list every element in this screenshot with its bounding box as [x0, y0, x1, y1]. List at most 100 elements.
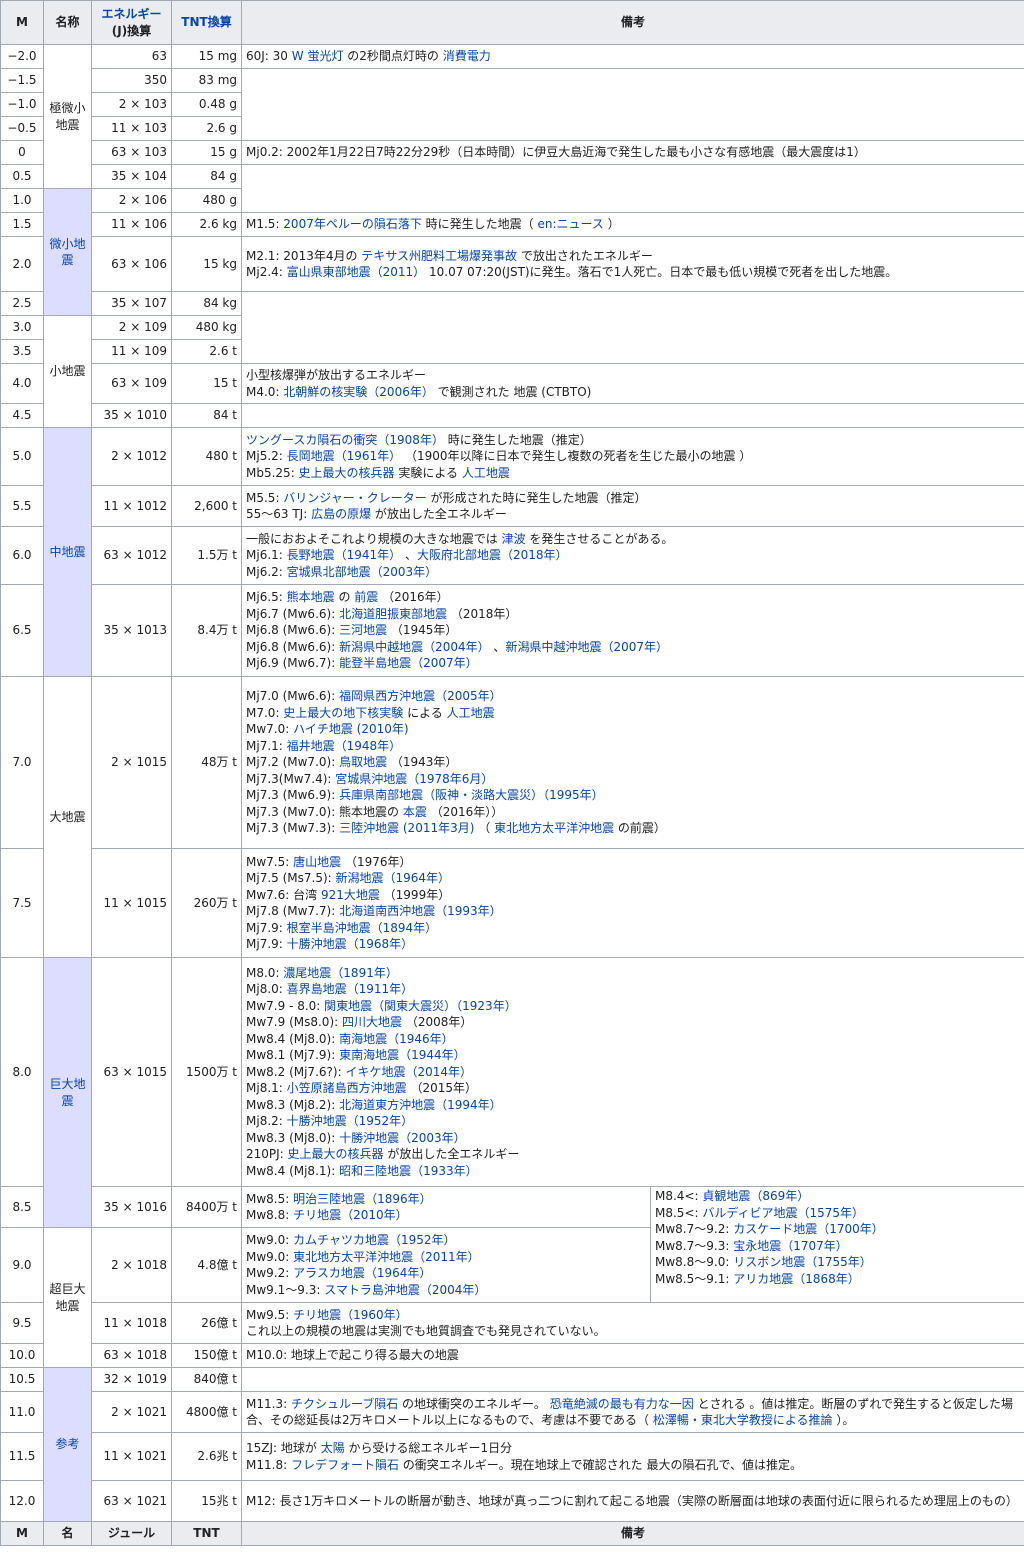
article-link[interactable]: スマトラ島沖地震（2004年）: [324, 1282, 487, 1297]
article-link[interactable]: 長野地震（1941年）: [286, 548, 402, 563]
article-link[interactable]: 新潟県中越沖地震（2007年）: [505, 639, 668, 654]
article-link[interactable]: 2007年ペルーの隕石落下: [283, 217, 422, 232]
article-link[interactable]: 宮城県北部地震（2003年）: [286, 564, 438, 579]
article-link[interactable]: 宝永地震（1707年）: [733, 1238, 848, 1253]
article-link[interactable]: 貞観地震（869年）: [702, 1189, 810, 1203]
article-link[interactable]: 北海道胆振東部地震: [339, 606, 448, 621]
tnt-cell: 4800億 t: [171, 1391, 242, 1433]
header-tnt[interactable]: TNT換算: [171, 0, 242, 45]
article-link[interactable]: 恐竜絶滅の最も有力な一因: [549, 1396, 694, 1411]
article-link[interactable]: 921大地震: [320, 887, 380, 902]
article-link[interactable]: チリ地震（1960年）: [293, 1307, 408, 1322]
note-line: ツングースカ隕石の衝突（1908年） 時に発生した地震（推定）: [246, 432, 1020, 449]
article-link[interactable]: 北朝鮮の核実験（2006年）: [283, 384, 434, 399]
article-link[interactable]: チクシュルーブ隕石: [290, 1396, 399, 1411]
article-link[interactable]: 福井地震（1948年）: [286, 738, 402, 753]
article-link[interactable]: 新潟県中越地震（2004年）: [339, 639, 490, 654]
article-link[interactable]: 十勝沖地震（1952年）: [286, 1114, 414, 1129]
tnt-cell: 2,600 t: [171, 485, 242, 527]
magnitude-cell: −1.5: [0, 68, 44, 93]
article-link[interactable]: 東北地方太平洋沖地震（2011年）: [293, 1249, 480, 1264]
article-link[interactable]: リスボン地震（1755年）: [733, 1255, 872, 1269]
article-link[interactable]: カムチャツカ地震（1952年）: [293, 1233, 456, 1247]
article-link[interactable]: チリ地震（2010年）: [293, 1208, 408, 1222]
note-text: Mw9.5:: [246, 1307, 294, 1322]
article-link[interactable]: 東南海地震（1944年）: [339, 1048, 466, 1063]
article-link[interactable]: 富山県東部地震（2011）: [286, 265, 426, 279]
article-link[interactable]: 兵庫県南部地震（阪神・淡路大震災）（1995年）: [339, 788, 604, 803]
magnitude-cell: 7.0: [0, 676, 44, 849]
article-link[interactable]: 人工地震: [461, 465, 510, 480]
article-link[interactable]: 十勝沖地震（2003年）: [339, 1130, 466, 1145]
note-line: Mw8.8〜9.0: リスボン地震（1755年）: [655, 1254, 1020, 1271]
article-link[interactable]: 松澤暢・東北大学教授による推論: [652, 1413, 833, 1427]
note-text: 55〜63 TJ:: [246, 507, 312, 521]
article-link[interactable]: 人工地震: [446, 705, 495, 720]
tnt-cell: 15 g: [171, 140, 242, 165]
article-link[interactable]: 本震: [402, 804, 427, 819]
article-link[interactable]: W: [291, 49, 304, 64]
article-link[interactable]: 四川大地震: [341, 1015, 402, 1030]
article-link[interactable]: 能登半島地震（2007年）: [339, 656, 478, 671]
article-link[interactable]: 三河地震: [339, 623, 388, 638]
article-link[interactable]: 熊本地震: [286, 590, 335, 605]
note-text: （1900年以降に日本で発生し複数の死者を生じた最小の地震 ）: [401, 449, 752, 464]
magnitude-cell: 3.0: [0, 315, 44, 340]
note-line: Mw7.9 - 8.0: 関東地震（関東大震災）（1923年）: [246, 998, 1020, 1015]
article-link[interactable]: 史上最大の核兵器: [298, 465, 395, 480]
article-link[interactable]: 南海地震（1946年）: [339, 1031, 454, 1046]
magnitude-cell: 7.5: [0, 848, 44, 958]
note-text: で観測された 地震 (CTBTO): [433, 384, 592, 399]
article-link[interactable]: 三陸沖地震 (2011年3月): [339, 821, 475, 836]
article-link[interactable]: 唐山地震: [293, 854, 342, 869]
note-line: 60J: 30 W 蛍光灯 の2秒間点灯時の 消費電力: [246, 48, 1020, 65]
article-link[interactable]: en:ニュース: [537, 217, 604, 232]
article-link[interactable]: フレデフォート隕石: [290, 1457, 399, 1472]
article-link[interactable]: 新潟地震（1964年）: [335, 871, 451, 885]
article-link[interactable]: 史上最大の核兵器: [287, 1147, 384, 1162]
article-link[interactable]: 福岡県西方沖地震（2005年）: [339, 689, 502, 704]
article-link[interactable]: 小笠原諸島西方沖地震: [286, 1081, 407, 1096]
class-name[interactable]: 微小地震: [49, 236, 86, 268]
article-link[interactable]: 大阪府北部地震（2018年）: [417, 548, 568, 563]
article-link[interactable]: テキサス州肥料工場爆発事故: [361, 248, 518, 263]
article-link[interactable]: 前震: [354, 590, 379, 605]
tnt-cell: 480 kg: [171, 315, 242, 340]
energy-cell: 11 × 1012: [91, 485, 172, 527]
article-link[interactable]: 喜界島地震（1911年）: [286, 982, 414, 997]
article-link[interactable]: 根室半島沖地震（1894年）: [286, 920, 438, 935]
class-name[interactable]: 中地震: [49, 544, 86, 559]
article-link[interactable]: アラスカ地震（1964年）: [293, 1266, 432, 1280]
article-link[interactable]: 蛍光灯: [307, 49, 344, 64]
article-link[interactable]: アリカ地震（1868年）: [733, 1271, 860, 1286]
article-link[interactable]: 鳥取地震: [339, 755, 388, 770]
note-text: （1999年）: [379, 887, 451, 902]
article-link[interactable]: イキケ地震（2014年）: [345, 1064, 472, 1079]
article-link[interactable]: カスケード地震（1700年）: [733, 1222, 884, 1236]
article-link[interactable]: ツングースカ隕石の衝突（1908年）: [246, 432, 444, 447]
article-link[interactable]: 昭和三陸地震（1933年）: [339, 1163, 478, 1178]
article-link[interactable]: バリンジャー・クレーター: [283, 490, 427, 505]
article-link[interactable]: 北海道南西沖地震（1993年）: [339, 904, 502, 918]
class-name[interactable]: 参考: [55, 1437, 80, 1452]
article-link[interactable]: 東北地方太平洋沖地震: [494, 821, 615, 836]
article-link[interactable]: ハイチ地震 (2010年): [293, 722, 409, 737]
note-text: の衝突エネルギー。現在地球上で確認された 最大の隕石孔で、値は推定。: [398, 1457, 802, 1472]
article-link[interactable]: 濃尾地震（1891年）: [283, 965, 398, 980]
article-link[interactable]: 消費電力: [442, 49, 491, 64]
energy-link[interactable]: エネルギー: [101, 7, 162, 21]
class-name[interactable]: 巨大地震: [49, 1077, 86, 1108]
article-link[interactable]: 史上最大の地下核実験: [283, 705, 404, 720]
magnitude-cell: 11.5: [0, 1432, 44, 1481]
article-link[interactable]: 北海道東方沖地震（1994年）: [339, 1097, 502, 1112]
article-link[interactable]: 明治三陸地震（1896年）: [293, 1191, 432, 1206]
article-link[interactable]: 関東地震（関東大震災）（1923年）: [324, 998, 517, 1013]
article-link[interactable]: バルディビア地震（1575年）: [702, 1205, 865, 1220]
tnt-link[interactable]: TNT換算: [181, 15, 232, 30]
article-link[interactable]: 広島の原爆: [311, 507, 372, 521]
article-link[interactable]: 津波: [501, 531, 526, 546]
article-link[interactable]: 十勝沖地震（1968年）: [286, 937, 414, 951]
article-link[interactable]: 長岡地震（1961年）: [286, 449, 402, 464]
article-link[interactable]: 太陽: [320, 1441, 345, 1455]
article-link[interactable]: 宮城県沖地震（1978年6月）: [335, 771, 494, 786]
